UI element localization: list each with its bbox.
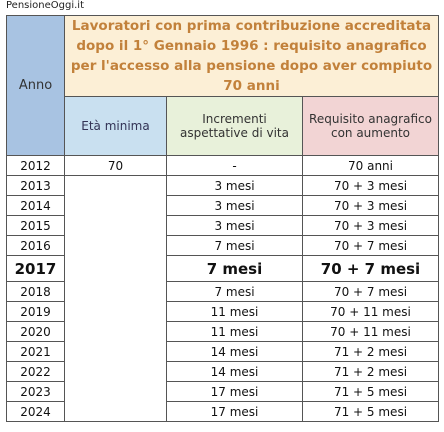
row: 2022 14 mesi 71 + 2 mesi — [6, 361, 439, 382]
row: 2017 7 mesi 70 + 7 mesi — [6, 255, 439, 282]
cell: 2018 — [6, 281, 65, 302]
cell: 70 + 11 mesi — [302, 301, 439, 322]
cell: 14 mesi — [166, 341, 303, 362]
cell: 2014 — [6, 195, 65, 216]
cell: 17 mesi — [166, 401, 303, 422]
cell: - — [166, 155, 303, 176]
cell: 71 + 2 mesi — [302, 341, 439, 362]
cell: 3 mesi — [166, 195, 303, 216]
cell: 7 mesi — [166, 255, 303, 282]
row: 2013 3 mesi 70 + 3 mesi — [6, 175, 439, 196]
cell: 2013 — [6, 175, 65, 196]
row: 2014 3 mesi 70 + 3 mesi — [6, 195, 439, 216]
table: Anno Lavoratori con prima contribuzione … — [6, 15, 439, 422]
cell: 71 + 2 mesi — [302, 361, 439, 382]
column-header: Incrementi aspettative di vita — [166, 96, 303, 156]
cell — [64, 301, 167, 322]
cell — [64, 401, 167, 422]
cell — [64, 215, 167, 236]
cell: 70 + 3 mesi — [302, 175, 439, 196]
cell: 2020 — [6, 321, 65, 342]
cell — [64, 235, 167, 256]
row: 2018 7 mesi 70 + 7 mesi — [6, 281, 439, 302]
cell — [64, 381, 167, 402]
cell: 70 + 7 mesi — [302, 255, 439, 282]
cell: 2022 — [6, 361, 65, 382]
cell — [64, 361, 167, 382]
cell: 2017 — [6, 255, 65, 282]
cell: 3 mesi — [166, 175, 303, 196]
cell: 2015 — [6, 215, 65, 236]
cell: 70 + 7 mesi — [302, 281, 439, 302]
year-header: Anno — [6, 15, 65, 156]
row: 2015 3 mesi 70 + 3 mesi — [6, 215, 439, 236]
column-header: Età minima — [64, 96, 167, 156]
source: PensioneOggi.it — [6, 0, 84, 11]
cell: 70 + 3 mesi — [302, 215, 439, 236]
cell: 2012 — [6, 155, 65, 176]
column-header: Requisito anagrafico con aumento — [302, 96, 439, 156]
cell — [64, 175, 167, 196]
cell: 70 + 3 mesi — [302, 195, 439, 216]
cell: 2024 — [6, 401, 65, 422]
cell — [64, 281, 167, 302]
cell: 70 + 11 mesi — [302, 321, 439, 342]
row: 2021 14 mesi 71 + 2 mesi — [6, 341, 439, 362]
cell — [64, 341, 167, 362]
cell: 14 mesi — [166, 361, 303, 382]
cell: 7 mesi — [166, 235, 303, 256]
cell — [64, 195, 167, 216]
cell: 7 mesi — [166, 281, 303, 302]
cell: 2016 — [6, 235, 65, 256]
row: 2023 17 mesi 71 + 5 mesi — [6, 381, 439, 402]
cell: 70 + 7 mesi — [302, 235, 439, 256]
cell — [64, 321, 167, 342]
cell: 11 mesi — [166, 301, 303, 322]
cell: 2019 — [6, 301, 65, 322]
cell: 2021 — [6, 341, 65, 362]
cell: 71 + 5 mesi — [302, 381, 439, 402]
row: 2020 11 mesi 70 + 11 mesi — [6, 321, 439, 342]
cell: 3 mesi — [166, 215, 303, 236]
row: 2024 17 mesi 71 + 5 mesi — [6, 401, 439, 422]
cell: 2023 — [6, 381, 65, 402]
cell: 17 mesi — [166, 381, 303, 402]
cell — [64, 255, 167, 282]
cell: 70 anni — [302, 155, 439, 176]
title: Lavoratori con prima contribuzione accre… — [64, 15, 439, 97]
table-body: 2012 70-70 anni 2013 3 mesi 70 + 3 mesi 2014 3… — [6, 155, 439, 422]
cell: 11 mesi — [166, 321, 303, 342]
cell: 71 + 5 mesi — [302, 401, 439, 422]
row: 2016 7 mesi 70 + 7 mesi — [6, 235, 439, 256]
row: 2012 70-70 anni — [6, 155, 439, 176]
cell: 70 — [64, 155, 167, 176]
row: 2019 11 mesi 70 + 11 mesi — [6, 301, 439, 322]
